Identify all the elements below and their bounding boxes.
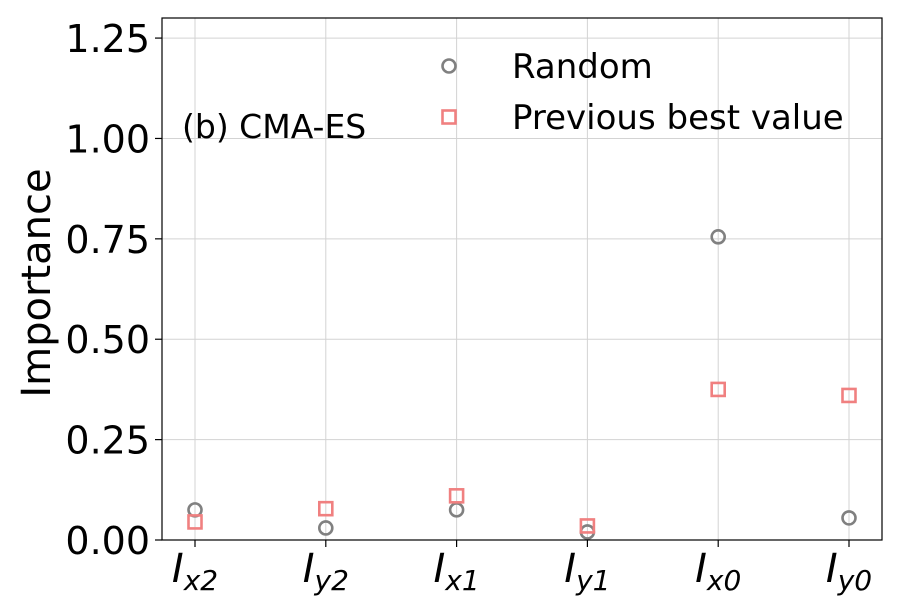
x-tick-label: Iy0: [826, 546, 872, 597]
previous-best-point: [579, 518, 596, 534]
x-tick-labels: Ix2 Iy2 Ix1 Iy1 Ix0 Iy0: [172, 540, 872, 597]
random-point: [317, 520, 334, 536]
x-tick-label: Ix1: [434, 546, 480, 597]
x-tick-label: Ix2: [172, 546, 218, 597]
y-tick-labels: 0.00 0.25 0.50 0.75 1.00 1.25: [65, 17, 162, 563]
x-tick-label: Iy1: [564, 546, 610, 597]
y-tick-label: 0.25: [65, 419, 150, 463]
previous-best-point: [448, 488, 465, 504]
y-tick-label: 1.00: [65, 117, 150, 161]
x-tick-label: Ix0: [695, 546, 741, 597]
y-axis-title: Importance: [14, 168, 60, 397]
previous-best-point: [841, 387, 857, 404]
legend-previous-best-marker: [441, 109, 457, 125]
data-points: [187, 229, 857, 540]
legend-random-marker: [441, 58, 457, 74]
previous-best-point: [710, 381, 727, 398]
y-tick-label: 0.00: [65, 519, 150, 563]
legend-label: Random: [512, 47, 653, 87]
y-tick-label: 0.75: [65, 218, 150, 262]
grid-lines: [162, 18, 882, 541]
plot-frame: [161, 17, 883, 541]
y-tick-label: 1.25: [65, 17, 150, 61]
x-tick-label: Iy2: [303, 546, 349, 597]
chart-annotation: (b) CMA-ES: [182, 107, 366, 146]
random-point: [841, 510, 857, 526]
previous-best-point: [187, 514, 203, 530]
legend: Random Previous best value: [441, 47, 844, 138]
random-point: [710, 229, 727, 245]
previous-best-point: [317, 500, 334, 517]
y-tick-label: 0.50: [65, 318, 150, 362]
legend-label: Previous best value: [512, 98, 844, 138]
